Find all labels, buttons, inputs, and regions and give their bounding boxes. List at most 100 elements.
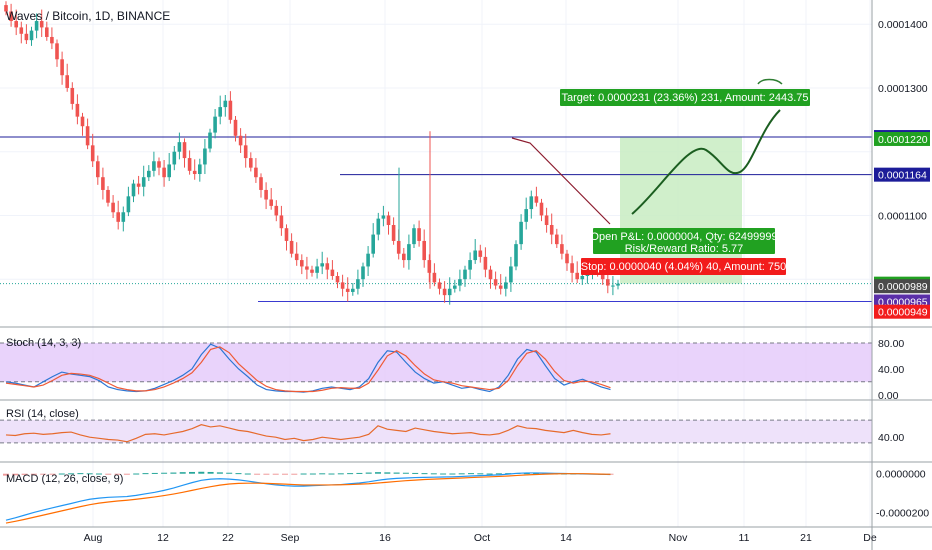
macd-histogram-bar xyxy=(263,473,270,475)
macd-histogram-bar xyxy=(449,473,456,475)
candle-body xyxy=(50,36,54,44)
time-tick: Nov xyxy=(669,532,688,544)
candle-body xyxy=(238,135,243,146)
candle-body xyxy=(85,126,90,146)
macd-histogram-bar xyxy=(533,473,540,475)
candle-body xyxy=(218,107,222,117)
candle-body xyxy=(616,283,620,286)
macd-tick: 0.0000000 xyxy=(876,469,926,481)
macd-histogram-bar xyxy=(96,473,102,475)
candle-body xyxy=(565,253,569,264)
candle-body xyxy=(580,276,585,280)
candle-body xyxy=(468,260,472,270)
candle-body xyxy=(167,164,171,178)
macd-histogram-bar xyxy=(189,471,195,474)
macd-histogram-bar xyxy=(30,473,37,475)
candle-body xyxy=(264,189,268,200)
candle-body xyxy=(141,177,146,187)
macd-histogram-bar xyxy=(123,473,130,475)
macd-histogram-bar xyxy=(421,473,428,475)
candle-body xyxy=(509,266,513,283)
price-badge xyxy=(874,304,930,319)
candle-body xyxy=(228,100,233,120)
macd-histogram-bar xyxy=(375,472,381,474)
time-tick: 14 xyxy=(560,532,572,544)
candle-body xyxy=(417,228,421,241)
macd-histogram-bar xyxy=(347,473,354,475)
candle-body xyxy=(514,244,518,267)
candle-body xyxy=(203,148,207,165)
candle-body xyxy=(335,276,340,283)
candle-body xyxy=(274,205,279,216)
stoch-band xyxy=(0,342,872,382)
candle-body xyxy=(330,269,335,277)
time-tick: De xyxy=(863,532,877,544)
macd-histogram-bar xyxy=(272,473,279,475)
stoch-d-line xyxy=(5,346,611,393)
candle-body xyxy=(544,215,549,226)
macd-histogram-bar xyxy=(114,473,121,475)
candle-body xyxy=(493,279,498,286)
macd-histogram-bar xyxy=(12,473,19,476)
candle-body xyxy=(157,161,161,168)
macd-histogram-bar xyxy=(198,471,205,474)
candle-body xyxy=(101,177,105,190)
macd-histogram-bar xyxy=(486,473,493,475)
candle-body xyxy=(243,145,248,159)
candle-body xyxy=(147,170,151,178)
candle-body xyxy=(371,234,375,254)
stoch-title: Stoch (14, 3, 3) xyxy=(6,337,81,349)
candle-body xyxy=(116,212,120,222)
macd-histogram-bar xyxy=(170,472,177,474)
candle-body xyxy=(254,167,258,178)
candle-body xyxy=(391,225,396,241)
candle-body xyxy=(233,119,238,136)
projection-curve xyxy=(631,109,781,215)
macd-histogram-bar xyxy=(319,473,326,475)
macd-histogram-bar xyxy=(133,473,140,475)
price-tick: 0.0001100 xyxy=(878,210,927,222)
candle-body xyxy=(60,59,64,76)
candle-body xyxy=(39,21,44,28)
open-pnl-label: Open P&L: 0.0000004, Qty: 62499999Risk/R… xyxy=(590,228,778,255)
macd-histogram-bar xyxy=(244,473,251,475)
macd-histogram-bar xyxy=(300,473,307,475)
candle-body xyxy=(172,151,177,165)
candle-body xyxy=(483,256,488,270)
candle-body xyxy=(131,183,136,197)
time-tick: 11 xyxy=(739,532,750,544)
candle-body xyxy=(121,212,126,222)
candle-body xyxy=(19,27,24,34)
candle-body xyxy=(45,27,49,37)
macd-histogram-bar xyxy=(291,473,298,475)
candle-body xyxy=(55,43,59,60)
open-pnl-label-text: Open P&L: 0.0000004, Qty: 62499999 xyxy=(590,231,777,243)
candle-body xyxy=(126,196,131,213)
candle-body xyxy=(96,161,100,178)
candle-body xyxy=(560,244,564,254)
candle-body xyxy=(376,218,381,235)
time-tick: Sep xyxy=(281,532,300,544)
macd-histogram-bar xyxy=(402,472,409,474)
candle-body xyxy=(208,132,212,149)
macd-histogram-bar xyxy=(77,473,84,475)
macd-histogram-bar xyxy=(216,472,223,474)
candle-body xyxy=(269,199,273,206)
price-axis[interactable]: 0.00014000.00013000.00011000.00012230.00… xyxy=(874,19,930,519)
macd-histogram-bar xyxy=(179,472,186,474)
macd-histogram-bar xyxy=(105,473,112,475)
candle-body xyxy=(65,75,69,88)
candle-body xyxy=(152,161,156,171)
candle-body xyxy=(187,158,192,171)
candle-body xyxy=(14,21,18,28)
time-axis[interactable]: Aug 12 22 Sep 16 Oct 14 Nov 11 21 De xyxy=(84,532,877,544)
macd-histogram-bar xyxy=(430,473,437,475)
candle-body xyxy=(279,215,284,229)
candle-body xyxy=(381,215,386,219)
candle-body xyxy=(320,263,324,267)
rsi-tick: 40.00 xyxy=(878,432,904,444)
macd-histogram-bar xyxy=(468,473,474,475)
descending-trend-line xyxy=(511,137,611,225)
target-label-bg xyxy=(560,89,810,106)
